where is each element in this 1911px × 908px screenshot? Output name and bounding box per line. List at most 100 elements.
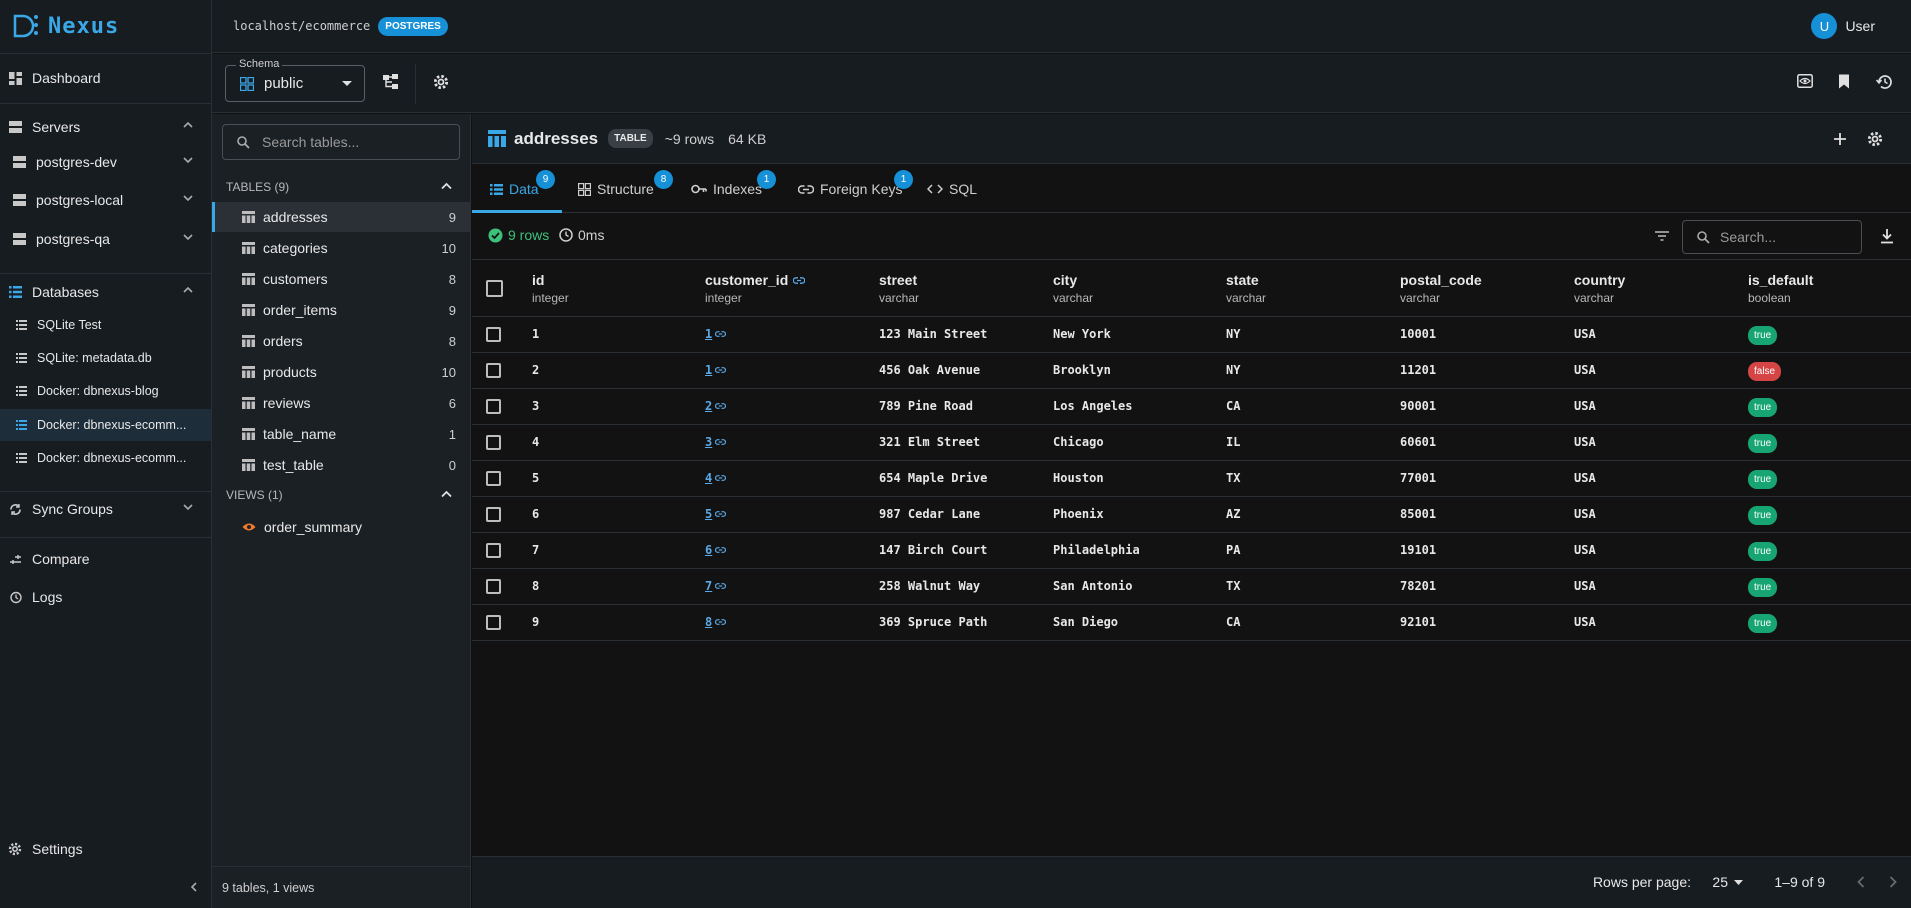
cell-postal-code: 60601 — [1400, 435, 1437, 449]
nav-database-item[interactable]: Docker: dbnexus-ecomm... — [0, 442, 211, 474]
table-item-test-table[interactable]: test_table 0 — [212, 450, 470, 480]
cell-customer-id[interactable]: 1 — [705, 363, 727, 377]
tab-structure[interactable]: Structure 8 — [578, 165, 673, 213]
cell-customer-id[interactable]: 5 — [705, 507, 727, 521]
download-icon[interactable] — [1880, 229, 1894, 244]
add-icon[interactable] — [1833, 132, 1847, 146]
table-row[interactable]: 2 1 456 Oak Avenue Brooklyn NY 11201 USA false — [472, 353, 1911, 389]
nav-database-item[interactable]: SQLite: metadata.db — [0, 342, 211, 374]
nav-server-postgres-dev[interactable]: postgres-dev — [0, 146, 211, 178]
table-row[interactable]: 3 2 789 Pine Road Los Angeles CA 90001 USA true — [472, 389, 1911, 425]
cell-id: 4 — [532, 435, 540, 449]
table-item-addresses[interactable]: addresses 9 — [212, 202, 470, 232]
table-icon — [242, 397, 255, 409]
chevron-down-icon[interactable] — [183, 156, 193, 164]
cell-customer-id[interactable]: 8 — [705, 615, 727, 629]
table-row[interactable]: 7 6 147 Birch Court Philadelphia PA 19101 USA t… — [472, 533, 1911, 569]
user-menu[interactable]: U User — [1811, 13, 1875, 39]
table-item-reviews[interactable]: reviews 6 — [212, 388, 470, 418]
table-item-table-name[interactable]: table_name 1 — [212, 419, 470, 449]
table-item-customers[interactable]: customers 8 — [212, 264, 470, 294]
views-group-header[interactable]: VIEWS (1) — [212, 482, 470, 508]
row-checkbox[interactable] — [486, 363, 501, 378]
cell-customer-id[interactable]: 3 — [705, 435, 727, 449]
chevron-down-icon[interactable] — [183, 233, 193, 241]
row-checkbox[interactable] — [486, 471, 501, 486]
table-item-categories[interactable]: categories 10 — [212, 233, 470, 263]
schema-diagram-icon[interactable] — [383, 74, 399, 90]
cell-customer-id[interactable]: 7 — [705, 579, 727, 593]
brand-logo[interactable]: Nexus — [12, 12, 119, 40]
gear-icon[interactable] — [1867, 131, 1883, 147]
tables-group-header[interactable]: TABLES (9) — [212, 174, 470, 200]
compare-icon — [8, 552, 22, 566]
active-tab-indicator — [472, 210, 562, 213]
gear-icon[interactable] — [433, 74, 449, 90]
history-icon[interactable] — [1876, 74, 1893, 90]
table-item-order-items[interactable]: order_items 9 — [212, 295, 470, 325]
chevron-down-icon[interactable] — [183, 503, 193, 511]
nav-databases-header[interactable]: Databases — [0, 276, 211, 308]
nav-settings[interactable]: Settings — [0, 833, 211, 865]
cell-customer-id[interactable]: 1 — [705, 327, 727, 341]
chevron-up-icon[interactable] — [441, 490, 452, 498]
table-item-products[interactable]: products 10 — [212, 357, 470, 387]
nav-servers-label: Servers — [32, 119, 81, 135]
cell-customer-id[interactable]: 6 — [705, 543, 727, 557]
view-item-order-summary[interactable]: order_summary — [212, 512, 470, 542]
chevron-down-icon[interactable] — [183, 194, 193, 202]
select-all-checkbox[interactable] — [486, 280, 503, 297]
row-checkbox[interactable] — [486, 543, 501, 558]
cell-customer-id[interactable]: 2 — [705, 399, 727, 413]
cell-state: CA — [1226, 615, 1241, 629]
bookmark-icon[interactable] — [1838, 74, 1850, 89]
nav-server-postgres-qa[interactable]: postgres-qa — [0, 223, 211, 255]
nav-database-item[interactable]: Docker: dbnexus-blog — [0, 375, 211, 407]
chevron-left-icon[interactable] — [1857, 876, 1865, 888]
filter-icon[interactable] — [1655, 231, 1669, 241]
row-checkbox[interactable] — [486, 615, 501, 630]
link-icon — [793, 276, 806, 284]
nav-server-postgres-local[interactable]: postgres-local — [0, 184, 211, 216]
row-checkbox[interactable] — [486, 579, 501, 594]
link-icon — [715, 475, 727, 481]
chevron-up-icon[interactable] — [441, 182, 452, 190]
status-badge: true — [1748, 398, 1778, 417]
nav-sync-groups[interactable]: Sync Groups — [0, 493, 211, 525]
table-search-input[interactable]: Search tables... — [222, 124, 460, 160]
chevron-right-icon[interactable] — [1889, 876, 1897, 888]
preview-icon[interactable] — [1797, 74, 1813, 88]
tab-data[interactable]: Data 9 — [490, 165, 555, 213]
table-row[interactable]: 8 7 258 Walnut Way San Antonio TX 78201 USA tru… — [472, 569, 1911, 605]
cell-customer-id[interactable]: 4 — [705, 471, 727, 485]
collapse-sidebar-icon[interactable] — [190, 882, 198, 892]
tab-sql[interactable]: SQL — [927, 165, 977, 213]
table-row[interactable]: 9 8 369 Spruce Path San Diego CA 92101 USA true — [472, 605, 1911, 641]
nexus-logo-icon — [13, 14, 38, 38]
table-row[interactable]: 5 4 654 Maple Drive Houston TX 77001 USA true — [472, 461, 1911, 497]
tab-foreign-keys[interactable]: Foreign Keys 1 — [798, 165, 913, 213]
grid-search-input[interactable]: Search... — [1682, 220, 1862, 254]
table-item-orders[interactable]: orders 8 — [212, 326, 470, 356]
dashboard-icon — [8, 71, 22, 85]
nav-servers-header[interactable]: Servers — [0, 111, 211, 143]
fk-value: 7 — [705, 579, 713, 593]
rows-per-page-select[interactable]: 25 — [1712, 874, 1743, 890]
chevron-up-icon[interactable] — [183, 286, 193, 294]
row-checkbox[interactable] — [486, 327, 501, 342]
row-checkbox[interactable] — [486, 399, 501, 414]
schema-select[interactable]: Schema public — [225, 58, 365, 102]
table-row[interactable]: 6 5 987 Cedar Lane Phoenix AZ 85001 USA true — [472, 497, 1911, 533]
nav-database-item-active[interactable]: Docker: dbnexus-ecomm... — [0, 409, 211, 441]
nav-database-item[interactable]: SQLite Test — [0, 309, 211, 341]
tab-indexes[interactable]: Indexes 1 — [691, 165, 776, 213]
table-row[interactable]: 4 3 321 Elm Street Chicago IL 60601 USA true — [472, 425, 1911, 461]
nav-logs[interactable]: Logs — [0, 581, 211, 613]
nav-compare[interactable]: Compare — [0, 543, 211, 575]
server-icon — [12, 193, 26, 207]
row-checkbox[interactable] — [486, 435, 501, 450]
table-row[interactable]: 1 1 123 Main Street New York NY 10001 USA true — [472, 317, 1911, 353]
nav-dashboard[interactable]: Dashboard — [0, 62, 211, 94]
row-checkbox[interactable] — [486, 507, 501, 522]
chevron-up-icon[interactable] — [183, 121, 193, 129]
